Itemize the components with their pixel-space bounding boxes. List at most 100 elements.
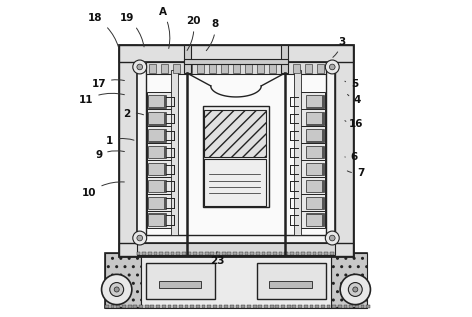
Bar	[128, 305, 132, 308]
Bar	[147, 210, 174, 228]
Text: 10: 10	[82, 182, 124, 198]
Bar	[111, 305, 115, 308]
Bar	[168, 305, 171, 308]
Text: 6: 6	[345, 152, 358, 162]
Bar	[171, 70, 177, 235]
Bar	[159, 281, 201, 288]
Bar	[161, 64, 168, 73]
Circle shape	[348, 282, 362, 296]
Bar	[307, 147, 322, 158]
Bar	[105, 253, 367, 308]
Bar	[139, 305, 143, 308]
Bar	[306, 213, 324, 226]
Bar	[305, 64, 312, 73]
Bar	[273, 252, 277, 255]
Bar	[209, 64, 216, 73]
Text: 2: 2	[124, 109, 143, 119]
Bar	[256, 263, 326, 299]
Bar	[141, 253, 331, 308]
Bar	[256, 252, 260, 255]
Bar	[331, 253, 367, 308]
Bar	[147, 92, 174, 110]
Bar	[236, 305, 239, 308]
Bar	[148, 252, 152, 255]
Bar	[306, 95, 324, 108]
Bar	[298, 109, 325, 126]
Circle shape	[114, 287, 119, 292]
Bar	[173, 305, 177, 308]
Bar	[239, 252, 243, 255]
Bar	[190, 305, 194, 308]
Bar	[219, 305, 222, 308]
Text: 8: 8	[206, 19, 219, 51]
Bar	[344, 305, 347, 308]
Circle shape	[137, 235, 143, 241]
Text: 19: 19	[120, 13, 144, 47]
Circle shape	[340, 274, 371, 305]
Circle shape	[133, 60, 147, 74]
Text: 11: 11	[79, 93, 125, 105]
Bar	[146, 62, 326, 74]
Bar	[148, 146, 166, 158]
Bar	[336, 45, 353, 256]
Bar	[177, 252, 180, 255]
Bar	[361, 305, 364, 308]
Bar	[281, 305, 285, 308]
Bar	[184, 59, 288, 64]
Bar	[148, 112, 166, 125]
Bar	[149, 130, 164, 141]
Bar	[287, 305, 291, 308]
Bar	[211, 252, 214, 255]
Bar	[366, 305, 370, 308]
Bar	[149, 64, 156, 73]
Bar	[284, 252, 288, 255]
Circle shape	[329, 64, 335, 70]
Bar	[216, 252, 220, 255]
Circle shape	[110, 282, 124, 296]
Bar	[202, 305, 205, 308]
Bar	[162, 305, 166, 308]
Bar	[207, 305, 211, 308]
Bar	[330, 252, 334, 255]
Bar	[306, 163, 324, 175]
Bar	[298, 305, 302, 308]
Bar	[307, 96, 322, 107]
Bar	[257, 64, 264, 73]
Bar	[185, 305, 188, 308]
Bar	[295, 252, 299, 255]
Bar	[298, 160, 325, 177]
Bar	[221, 64, 228, 73]
Text: 4: 4	[347, 94, 361, 105]
Bar	[233, 252, 237, 255]
Bar	[205, 252, 209, 255]
Bar	[185, 64, 192, 73]
Bar	[196, 305, 200, 308]
Bar	[165, 252, 169, 255]
Bar	[306, 146, 324, 158]
Bar	[184, 45, 191, 73]
Bar	[281, 64, 288, 73]
Bar	[153, 252, 158, 255]
Bar	[147, 160, 174, 177]
Bar	[149, 147, 164, 158]
Bar	[306, 180, 324, 192]
Bar	[301, 252, 305, 255]
Bar	[171, 252, 175, 255]
Bar	[151, 305, 154, 308]
Bar	[267, 252, 271, 255]
Bar	[122, 305, 126, 308]
Text: 5: 5	[345, 79, 358, 89]
Bar	[295, 70, 301, 235]
Bar	[224, 305, 228, 308]
Bar	[119, 45, 136, 256]
Bar	[244, 252, 248, 255]
Bar	[293, 305, 296, 308]
Bar	[304, 305, 308, 308]
Circle shape	[325, 60, 339, 74]
Bar	[148, 163, 166, 175]
Bar	[307, 130, 322, 141]
Text: A: A	[159, 7, 170, 49]
Bar	[264, 305, 268, 308]
Bar	[233, 64, 240, 73]
Text: 3: 3	[333, 37, 346, 57]
